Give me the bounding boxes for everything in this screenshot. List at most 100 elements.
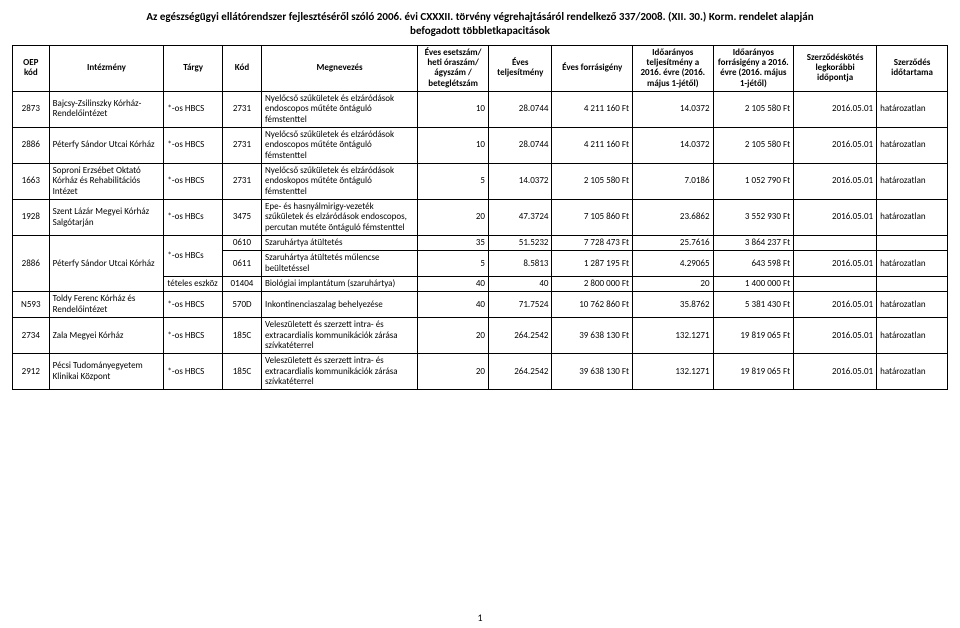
table-cell: tételes eszköz (164, 277, 223, 292)
table-row: 2886Péterfy Sándor Utcai Kórház*-os HBCS… (13, 128, 948, 164)
table-cell: 2912 (13, 354, 50, 390)
table-cell: Biológiai implantátum (szaruhártya) (261, 277, 417, 292)
table-row: 2912Pécsi Tudományegyetem Klinikai Közpo… (13, 354, 948, 390)
table-cell: 2734 (13, 318, 50, 354)
table-cell: 2016.05.01 (794, 164, 877, 200)
table-cell: Nyelőcső szűkületek és elzáródások endos… (261, 164, 417, 200)
table-cell (794, 277, 877, 292)
table-row: 1663Soproni Erzsébet Oktató Kórház és Re… (13, 164, 948, 200)
table-cell: 1 287 195 Ft (552, 251, 633, 277)
table-cell: Péterfy Sándor Utcai Kórház (49, 128, 164, 164)
table-cell: határozatlan (877, 354, 948, 390)
table-cell: 2016.05.01 (794, 354, 877, 390)
table-cell: 14.0372 (488, 164, 551, 200)
table-cell: 643 598 Ft (713, 251, 794, 277)
table-header-row: OEP kód Intézmény Tárgy Kód Megnevezés É… (13, 45, 948, 91)
table-cell: 40 (488, 277, 551, 292)
table-cell: 2731 (222, 128, 261, 164)
table-cell: 10 (418, 91, 489, 127)
table-cell: határozatlan (877, 200, 948, 236)
table-cell: 4 211 160 Ft (552, 128, 633, 164)
table-cell: Bajcsy-Zsilinszky Kórház-Rendelőintézet (49, 91, 164, 127)
table-cell: 264.2542 (488, 318, 551, 354)
table-cell: *-os HBCS (164, 128, 223, 164)
table-row: 1928Szent Lázár Megyei Kórház Salgótarjá… (13, 200, 948, 236)
table-row: 2873Bajcsy-Zsilinszky Kórház-Rendelőinté… (13, 91, 948, 127)
table-cell: Szaruhártya átültetés műlencse beültetés… (261, 251, 417, 277)
col-szi: Szerződés időtartama (877, 45, 948, 91)
table-cell: határozatlan (877, 128, 948, 164)
table-cell: 2 800 000 Ft (552, 277, 633, 292)
col-eset: Éves esetszám/ heti óraszám/ ágyszám / b… (418, 45, 489, 91)
table-cell: 0611 (222, 251, 261, 277)
table-cell: Inkontinenciaszalag behelyezése (261, 292, 417, 318)
table-cell: 35 (418, 236, 489, 251)
table-cell: Toldy Ferenc Kórház és Rendelőintézet (49, 292, 164, 318)
table-cell: Veleszületett és szerzett intra- és extr… (261, 318, 417, 354)
table-cell: 570D (222, 292, 261, 318)
page-title: Az egészségügyi ellátórendszer fejleszté… (12, 8, 948, 45)
table-cell: 20 (418, 318, 489, 354)
table-cell: 2016.05.01 (794, 292, 877, 318)
col-ido1: Időarányos teljesítmény a 2016. évre (20… (633, 45, 714, 91)
capacity-table: OEP kód Intézmény Tárgy Kód Megnevezés É… (12, 45, 948, 391)
table-cell: 2016.05.01 (794, 251, 877, 277)
col-telj: Éves teljesítmény (488, 45, 551, 91)
table-cell: 20 (633, 277, 714, 292)
table-cell: 7 728 473 Ft (552, 236, 633, 251)
col-targy: Tárgy (164, 45, 223, 91)
col-meg: Megnevezés (261, 45, 417, 91)
table-cell: 5 (418, 251, 489, 277)
table-cell: 1 400 000 Ft (713, 277, 794, 292)
table-cell: Szaruhártya átültetés (261, 236, 417, 251)
table-cell: 2 105 580 Ft (713, 128, 794, 164)
table-cell: Soproni Erzsébet Oktató Kórház és Rehabi… (49, 164, 164, 200)
table-cell: 10 (418, 128, 489, 164)
table-cell: 2016.05.01 (794, 128, 877, 164)
table-cell: 264.2542 (488, 354, 551, 390)
table-cell: *-os HBCS (164, 164, 223, 200)
table-cell (877, 277, 948, 292)
table-cell: 4 211 160 Ft (552, 91, 633, 127)
table-row: 2734Zala Megyei Kórház*-os HBCS185CVeles… (13, 318, 948, 354)
page-number: 1 (0, 611, 960, 624)
table-cell: 1663 (13, 164, 50, 200)
table-cell: Zala Megyei Kórház (49, 318, 164, 354)
col-oep: OEP kód (13, 45, 50, 91)
table-cell: 25.7616 (633, 236, 714, 251)
table-cell: 5 (418, 164, 489, 200)
table-row: 2886Péterfy Sándor Utcai Kórház*-os HBCs… (13, 236, 948, 251)
table-cell: 132.1271 (633, 354, 714, 390)
table-cell: 71.7524 (488, 292, 551, 318)
table-cell: 47.3724 (488, 200, 551, 236)
table-cell: 28.0744 (488, 91, 551, 127)
table-cell: *-os HBCs (164, 200, 223, 236)
table-cell: 35.8762 (633, 292, 714, 318)
table-cell: Pécsi Tudományegyetem Klinikai Központ (49, 354, 164, 390)
table-cell: 10 762 860 Ft (552, 292, 633, 318)
col-int: Intézmény (49, 45, 164, 91)
table-cell: határozatlan (877, 251, 948, 277)
table-cell: 40 (418, 292, 489, 318)
table-cell: 19 819 065 Ft (713, 318, 794, 354)
table-cell: 20 (418, 200, 489, 236)
table-cell: 23.6862 (633, 200, 714, 236)
table-cell: *-os HBCS (164, 91, 223, 127)
col-ido2: Időarányos forrásigény a 2016. évre (201… (713, 45, 794, 91)
table-cell: 19 819 065 Ft (713, 354, 794, 390)
table-cell: határozatlan (877, 292, 948, 318)
col-forr: Éves forrásigény (552, 45, 633, 91)
table-cell: 2731 (222, 91, 261, 127)
table-cell: 5 381 430 Ft (713, 292, 794, 318)
table-cell: Szent Lázár Megyei Kórház Salgótarján (49, 200, 164, 236)
table-cell: 2 105 580 Ft (552, 164, 633, 200)
col-kod: Kód (222, 45, 261, 91)
title-line2: befogadott többletkapacitások (410, 24, 550, 37)
table-cell: 2 105 580 Ft (713, 91, 794, 127)
table-cell: *-os HBCS (164, 354, 223, 390)
table-cell: 185C (222, 354, 261, 390)
table-cell: 7.0186 (633, 164, 714, 200)
table-cell: 28.0744 (488, 128, 551, 164)
table-cell: Nyelőcső szűkületek és elzáródások endos… (261, 91, 417, 127)
table-cell: 14.0372 (633, 91, 714, 127)
